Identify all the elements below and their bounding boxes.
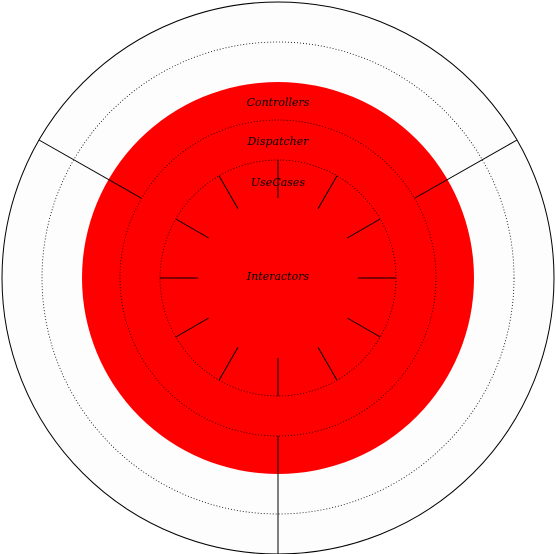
radial-tick	[175, 317, 209, 338]
sector-dividers	[38, 139, 518, 554]
radial-tick	[347, 317, 381, 338]
divider-left	[38, 139, 142, 199]
outer-dotted-ring	[41, 41, 515, 515]
dispatcher-label: Dispatcher	[246, 135, 309, 148]
radial-tick	[317, 175, 338, 209]
divider-right	[414, 139, 518, 199]
dispatcher-ring	[119, 119, 437, 437]
interactors-label: Interactors	[246, 270, 310, 283]
core-disk	[82, 82, 474, 474]
radial-tick	[347, 218, 381, 239]
radial-tick	[218, 175, 239, 209]
radial-tick	[218, 347, 239, 381]
controllers-label: Controllers	[247, 96, 310, 109]
usecases-label: UseCases	[251, 176, 306, 189]
radial-tick	[317, 347, 338, 381]
radial-ticks	[160, 160, 396, 396]
radial-tick	[175, 218, 209, 239]
